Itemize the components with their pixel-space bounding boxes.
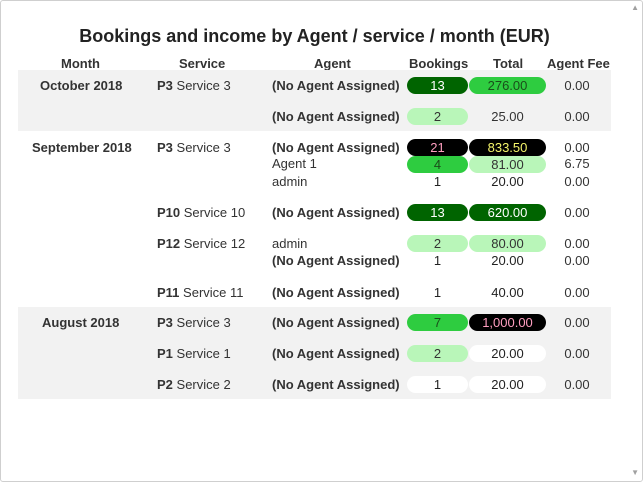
- service-label: P11 Service 11: [157, 285, 244, 300]
- total-pill: 1,000.00: [469, 314, 546, 331]
- service-label: P2 Service 2: [157, 377, 231, 392]
- agent-label: (No Agent Assigned): [272, 253, 400, 268]
- total-pill: 833.50: [469, 139, 546, 156]
- agent-fee-value: 0.00: [564, 315, 590, 330]
- agent-label: admin: [272, 236, 308, 251]
- service-code: P3: [157, 315, 173, 330]
- header-bookings: Bookings: [409, 56, 469, 71]
- agent-fee-value: 0.00: [564, 109, 590, 124]
- header-agent: Agent: [314, 56, 351, 71]
- report-title: Bookings and income by Agent / service /…: [79, 26, 550, 46]
- agent-label: (No Agent Assigned): [272, 377, 400, 392]
- agent-label: (No Agent Assigned): [272, 285, 400, 300]
- agent-label: Agent 1: [272, 156, 317, 171]
- agent-fee-value: 0.00: [564, 377, 590, 392]
- scroll-down-arrow-icon[interactable]: ▼: [631, 468, 639, 477]
- header-total: Total: [493, 56, 524, 71]
- agent-label: (No Agent Assigned): [272, 109, 400, 124]
- total-pill: 80.00: [469, 235, 546, 252]
- header-agent-fee: Agent Fee: [547, 56, 610, 71]
- agent-fee-value: 0.00: [564, 140, 590, 155]
- agent-label: (No Agent Assigned): [272, 346, 400, 361]
- total-value: 25.00: [491, 109, 524, 124]
- agent-fee-value: 0.00: [564, 174, 590, 189]
- total-pill: 620.00: [469, 204, 546, 221]
- agent-label: (No Agent Assigned): [272, 78, 400, 93]
- agent-fee-value: 6.75: [564, 156, 590, 171]
- bookings-pill: 2: [407, 235, 468, 252]
- service-code: P10: [157, 205, 181, 220]
- bookings-pill: 2: [407, 345, 468, 362]
- bookings-pill: 1: [407, 376, 468, 393]
- vertical-scrollbar[interactable]: ▲ ▼: [628, 1, 642, 481]
- service-code: P3: [157, 78, 173, 93]
- bookings-pill: 13: [407, 77, 468, 94]
- agent-label: (No Agent Assigned): [272, 205, 400, 220]
- total-pill: 276.00: [469, 77, 546, 94]
- bookings-value: 1: [433, 174, 442, 189]
- service-name: Service 2: [176, 377, 231, 392]
- agent-label: admin: [272, 174, 308, 189]
- bookings-value: 1: [433, 253, 442, 268]
- service-label: P10 Service 10: [157, 205, 245, 220]
- bookings-pill: 4: [407, 156, 468, 173]
- bookings-pill: 2: [407, 108, 468, 125]
- header-service: Service: [179, 56, 226, 71]
- bookings-pill: 13: [407, 204, 468, 221]
- month-label: September 2018: [32, 140, 132, 155]
- service-code: P11: [157, 285, 180, 300]
- total-value: 20.00: [491, 174, 524, 189]
- service-label: P3 Service 3: [157, 78, 231, 93]
- service-label: P3 Service 3: [157, 315, 231, 330]
- total-value: 20.00: [491, 253, 524, 268]
- service-name: Service 10: [183, 205, 246, 220]
- month-label: October 2018: [40, 78, 123, 93]
- service-name: Service 3: [176, 78, 231, 93]
- total-value: 40.00: [491, 285, 524, 300]
- bookings-pill: 7: [407, 314, 468, 331]
- header-month: Month: [61, 56, 100, 71]
- bookings-value: 1: [433, 285, 442, 300]
- total-pill: 81.00: [469, 156, 546, 173]
- agent-fee-value: 0.00: [564, 236, 590, 251]
- agent-label: (No Agent Assigned): [272, 140, 400, 155]
- service-code: P3: [157, 140, 173, 155]
- service-label: P12 Service 12: [157, 236, 245, 251]
- service-code: P1: [157, 346, 173, 361]
- total-pill: 20.00: [469, 376, 546, 393]
- service-name: Service 12: [183, 236, 246, 251]
- bookings-pill: 21: [407, 139, 468, 156]
- agent-label: (No Agent Assigned): [272, 315, 400, 330]
- service-name: Service 1: [176, 346, 231, 361]
- service-name: Service 3: [176, 315, 231, 330]
- agent-fee-value: 0.00: [564, 78, 590, 93]
- service-code: P2: [157, 377, 173, 392]
- service-name: Service 3: [176, 140, 231, 155]
- total-pill: 20.00: [469, 345, 546, 362]
- service-label: P3 Service 3: [157, 140, 231, 155]
- agent-fee-value: 0.00: [564, 285, 590, 300]
- service-label: P1 Service 1: [157, 346, 231, 361]
- service-code: P12: [157, 236, 181, 251]
- agent-fee-value: 0.00: [564, 205, 590, 220]
- service-name: Service 11: [183, 285, 244, 300]
- scroll-up-arrow-icon[interactable]: ▲: [631, 3, 639, 12]
- agent-fee-value: 0.00: [564, 346, 590, 361]
- agent-fee-value: 0.00: [564, 253, 590, 268]
- month-label: August 2018: [42, 315, 120, 330]
